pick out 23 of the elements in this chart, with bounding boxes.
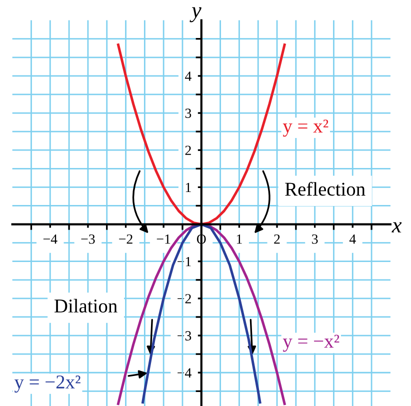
line-series [142, 223, 262, 404]
x-tick-label: −1 [156, 234, 170, 244]
x-tick-label: 3 [312, 234, 318, 244]
x-tick-label: 4 [349, 234, 356, 244]
y-tick-label: 4 [184, 72, 192, 81]
x-tick-label: −2 [119, 234, 132, 244]
annotation: Dilation [54, 298, 118, 313]
y-tick-label: 1 [186, 182, 191, 192]
y-tick-label: −4 [178, 368, 192, 378]
annotation: Reflection [285, 182, 366, 196]
y-axis-title: y [190, 7, 202, 22]
x-tick-label: 1 [236, 234, 242, 244]
x-tick-label: 2 [274, 234, 280, 244]
x-axis-title: x [392, 222, 402, 232]
text: y = −2x² [14, 375, 80, 393]
x-tick-label: −4 [43, 234, 58, 244]
y-tick-label: 3 [185, 108, 192, 118]
y-tick-label: 2 [185, 146, 191, 155]
series-label: y = x² [282, 120, 328, 137]
x-tick-label: −3 [81, 234, 95, 244]
y-tick-label: −3 [178, 331, 192, 340]
y-tick-label: −2 [178, 294, 191, 304]
series-label: y = −x² [282, 334, 340, 352]
